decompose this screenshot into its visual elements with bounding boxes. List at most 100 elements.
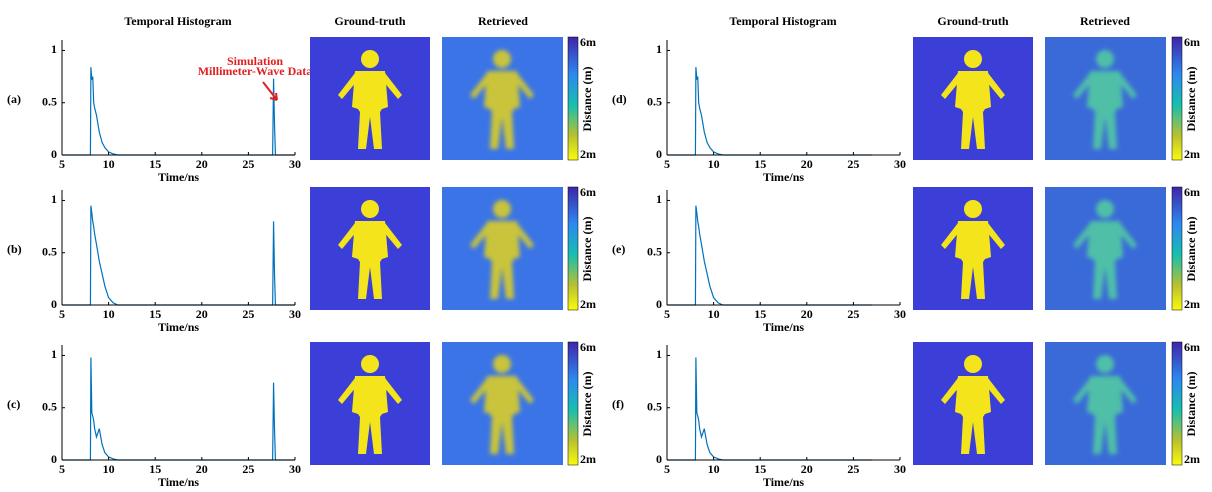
colorbar-label: Distance (m)	[580, 217, 594, 282]
colorbar	[1172, 187, 1182, 310]
x-axis-label: Time/ns	[763, 475, 804, 489]
y-tick-label: 0.5	[42, 94, 57, 108]
x-axis-label: Time/ns	[158, 170, 199, 184]
column-header: Ground-truth	[334, 14, 405, 28]
colorbar-top: 6m	[580, 185, 596, 199]
colorbar	[1172, 37, 1182, 160]
colorbar-top: 6m	[1184, 340, 1200, 354]
colorbar-bottom: 2m	[1184, 297, 1200, 311]
x-tick-label: 15	[754, 462, 766, 476]
y-tick-label: 0	[51, 147, 57, 161]
x-tick-label: 5	[59, 157, 65, 171]
data-line	[667, 67, 872, 155]
y-tick-label: 0	[51, 452, 57, 466]
colorbar	[568, 187, 578, 310]
column-header: Ground-truth	[937, 14, 1008, 28]
colorbar-label: Distance (m)	[1184, 217, 1198, 282]
x-tick-label: 10	[103, 307, 115, 321]
panel-label: (d)	[612, 92, 627, 106]
y-tick-label: 1	[656, 42, 662, 56]
column-header: Temporal Histogram	[729, 14, 836, 28]
x-tick-label: 5	[59, 307, 65, 321]
panel-label: (a)	[7, 92, 21, 106]
colorbar-bottom: 2m	[580, 147, 596, 161]
colorbar-label: Distance (m)	[1184, 67, 1198, 132]
x-tick-label: 25	[242, 462, 254, 476]
x-tick-label: 20	[196, 157, 208, 171]
panel-label: (e)	[612, 242, 625, 256]
x-tick-label: 25	[242, 157, 254, 171]
y-tick-label: 1	[656, 347, 662, 361]
colorbar	[568, 342, 578, 465]
x-axis-label: Time/ns	[763, 320, 804, 334]
y-tick-label: 0.5	[647, 244, 662, 258]
colorbar	[568, 37, 578, 160]
panel-label: (f)	[612, 397, 624, 411]
x-tick-label: 30	[289, 462, 301, 476]
x-tick-label: 25	[847, 462, 859, 476]
annotation: Millimeter-Wave Data	[198, 64, 313, 78]
x-tick-label: 30	[894, 307, 906, 321]
annotation-arrow	[263, 82, 277, 100]
x-tick-label: 20	[801, 307, 813, 321]
colorbar	[1172, 342, 1182, 465]
y-tick-label: 0.5	[647, 94, 662, 108]
column-header: Retrieved	[478, 14, 528, 28]
panel-label: (b)	[7, 242, 22, 256]
y-tick-label: 0.5	[42, 399, 57, 413]
x-tick-label: 10	[708, 307, 720, 321]
data-line	[62, 358, 295, 460]
x-tick-label: 15	[754, 157, 766, 171]
colorbar-top: 6m	[1184, 185, 1200, 199]
x-tick-label: 25	[847, 307, 859, 321]
x-tick-label: 5	[59, 462, 65, 476]
x-tick-label: 10	[103, 157, 115, 171]
y-tick-label: 1	[51, 347, 57, 361]
x-tick-label: 30	[894, 157, 906, 171]
x-tick-label: 25	[847, 157, 859, 171]
panel-label: (c)	[7, 397, 20, 411]
colorbar-bottom: 2m	[580, 452, 596, 466]
y-tick-label: 0	[656, 452, 662, 466]
x-tick-label: 25	[242, 307, 254, 321]
x-tick-label: 5	[664, 307, 670, 321]
colorbar-top: 6m	[580, 340, 596, 354]
data-line	[667, 358, 872, 460]
y-tick-label: 0	[656, 297, 662, 311]
column-header: Temporal Histogram	[124, 14, 231, 28]
colorbar-label: Distance (m)	[1184, 372, 1198, 437]
y-tick-label: 0.5	[647, 399, 662, 413]
x-tick-label: 15	[754, 307, 766, 321]
y-tick-label: 1	[51, 192, 57, 206]
x-tick-label: 5	[664, 157, 670, 171]
x-tick-label: 15	[149, 462, 161, 476]
x-axis-label: Time/ns	[158, 320, 199, 334]
y-tick-label: 0.5	[42, 244, 57, 258]
colorbar-top: 6m	[1184, 35, 1200, 49]
colorbar-bottom: 2m	[1184, 147, 1200, 161]
colorbar-top: 6m	[580, 35, 596, 49]
y-tick-label: 0	[51, 297, 57, 311]
x-tick-label: 15	[149, 157, 161, 171]
x-tick-label: 15	[149, 307, 161, 321]
x-tick-label: 20	[801, 157, 813, 171]
colorbar-bottom: 2m	[580, 297, 596, 311]
x-tick-label: 5	[664, 462, 670, 476]
x-axis-label: Time/ns	[158, 475, 199, 489]
data-line	[62, 67, 295, 155]
x-tick-label: 30	[289, 157, 301, 171]
column-header: Retrieved	[1080, 14, 1130, 28]
x-tick-label: 20	[801, 462, 813, 476]
x-tick-label: 10	[708, 157, 720, 171]
x-tick-label: 30	[289, 307, 301, 321]
data-line	[62, 206, 295, 305]
colorbar-label: Distance (m)	[580, 67, 594, 132]
colorbar-label: Distance (m)	[580, 372, 594, 437]
data-line	[667, 206, 872, 305]
colorbar-bottom: 2m	[1184, 452, 1200, 466]
y-tick-label: 1	[656, 192, 662, 206]
x-tick-label: 20	[196, 307, 208, 321]
x-tick-label: 30	[894, 462, 906, 476]
y-tick-label: 0	[656, 147, 662, 161]
x-tick-label: 20	[196, 462, 208, 476]
